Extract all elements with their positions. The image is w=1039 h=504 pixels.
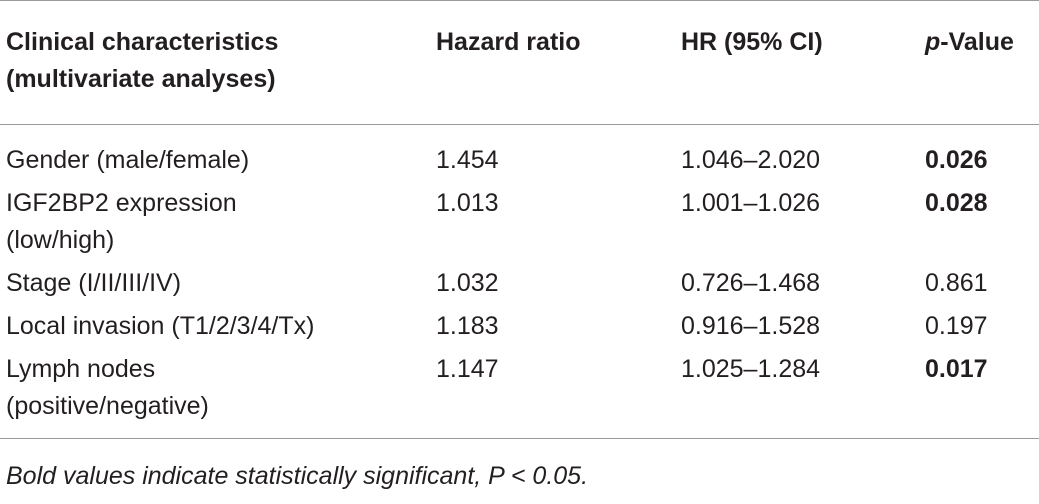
header-p-value: p-Value	[925, 1, 1039, 125]
header-hr-ci: HR (95% CI)	[681, 28, 823, 56]
cell-characteristic: Local invasion (T1/2/3/4/Tx)	[0, 305, 430, 348]
cell-characteristic: Stage (I/II/III/IV)	[0, 262, 430, 305]
table-header-row: Clinical characteristics (multivariate a…	[0, 0, 1039, 125]
cell-hazard-ratio: 1.454	[436, 146, 499, 174]
cell-hr-ci: 1.025–1.284	[681, 355, 821, 383]
characteristic-text: Local invasion (T1/2/3/4/Tx)	[6, 312, 315, 340]
cell-p-value: 0.028	[925, 189, 988, 217]
cell-p-value: 0.861	[925, 269, 988, 297]
characteristic-text-line2: (low/high)	[6, 226, 115, 254]
header-characteristics-line2: (multivariate analyses)	[6, 65, 276, 93]
multivariate-analysis-table: Clinical characteristics (multivariate a…	[0, 0, 1039, 439]
cell-hr-ci: 0.916–1.528	[681, 312, 821, 340]
header-p-value-suffix: -Value	[940, 28, 1014, 56]
header-characteristics-line1: Clinical characteristics	[6, 28, 279, 56]
table-row: Stage (I/II/III/IV) 1.032 0.726–1.468 0.…	[0, 262, 1039, 305]
table-row: Local invasion (T1/2/3/4/Tx) 1.183 0.916…	[0, 305, 1039, 348]
cell-p-value: 0.197	[925, 312, 988, 340]
cell-characteristic: Lymph nodes (positive/negative)	[0, 348, 430, 439]
table-row: Lymph nodes (positive/negative) 1.147 1.0…	[0, 348, 1039, 439]
characteristic-text: IGF2BP2 expression	[6, 189, 237, 217]
characteristic-text: Gender (male/female)	[6, 146, 250, 174]
cell-p-value: 0.017	[925, 355, 988, 383]
cell-hazard-ratio: 1.013	[436, 189, 499, 217]
characteristic-text: Lymph nodes	[6, 355, 156, 383]
header-clinical-characteristics: Clinical characteristics (multivariate a…	[0, 1, 430, 125]
table-footnote: Bold values indicate statistically signi…	[6, 462, 589, 490]
characteristic-text-line2: (positive/negative)	[6, 392, 209, 420]
header-hazard-ratio: Hazard ratio	[436, 28, 581, 56]
cell-hazard-ratio: 1.183	[436, 312, 499, 340]
cell-hr-ci: 0.726–1.468	[681, 269, 821, 297]
cell-characteristic: Gender (male/female)	[0, 125, 430, 183]
cell-p-value: 0.026	[925, 146, 988, 174]
table-row: IGF2BP2 expression (low/high) 1.013 1.001…	[0, 182, 1039, 262]
header-p-value-prefix: p	[925, 28, 941, 56]
cell-hr-ci: 1.001–1.026	[681, 189, 821, 217]
characteristic-text: Stage (I/II/III/IV)	[6, 269, 182, 297]
cell-hazard-ratio: 1.032	[436, 269, 499, 297]
cell-characteristic: IGF2BP2 expression (low/high)	[0, 182, 430, 262]
table-row: Gender (male/female) 1.454 1.046–2.020 0…	[0, 125, 1039, 183]
cell-hazard-ratio: 1.147	[436, 355, 499, 383]
cell-hr-ci: 1.046–2.020	[681, 146, 821, 174]
results-table-container: Clinical characteristics (multivariate a…	[0, 0, 1039, 439]
